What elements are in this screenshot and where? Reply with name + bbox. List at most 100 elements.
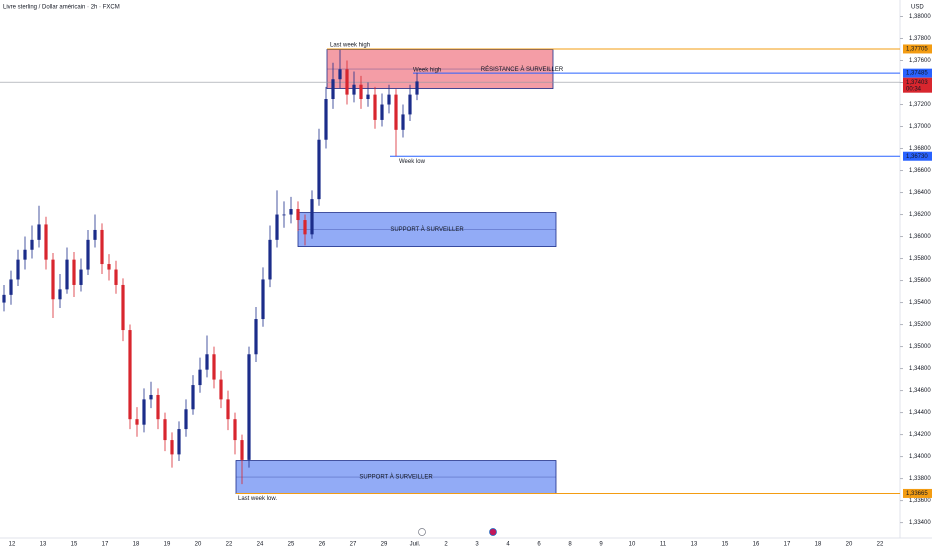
x-tick-label: 16	[753, 542, 760, 548]
y-tick-label: 1,36800	[909, 146, 931, 152]
x-tick-label: 20	[846, 542, 853, 548]
level-price-box	[903, 44, 932, 54]
candle-body	[177, 429, 181, 455]
candle-body	[401, 114, 405, 130]
candle-body	[226, 399, 230, 420]
x-tick-label: 2	[444, 542, 448, 548]
level-name: Week high	[413, 68, 441, 74]
candle-body	[261, 279, 265, 320]
y-tick-label: 1,34000	[909, 454, 931, 460]
candle-body	[275, 214, 279, 240]
zone-label: SUPPORT À SURVEILLER	[359, 474, 433, 481]
x-tick-label: 25	[288, 542, 295, 548]
candle-body	[86, 239, 90, 270]
chart-title: Livre sterling / Dollar américain · 2h ·…	[3, 5, 120, 11]
x-tick-label: 13	[691, 542, 698, 548]
x-tick-label: 22	[226, 542, 233, 548]
candle-body	[51, 259, 55, 300]
x-tick-label: 17	[102, 542, 109, 548]
y-tick-label: 1,36000	[909, 234, 931, 240]
candle-body	[296, 209, 300, 221]
candle-body	[282, 214, 286, 216]
candle-body	[16, 259, 20, 280]
y-tick-label: 1,35200	[909, 322, 931, 328]
candle-body	[240, 440, 244, 460]
candle-body	[107, 264, 111, 270]
y-tick-label: 1,35000	[909, 344, 931, 350]
candle-body	[163, 419, 167, 441]
y-tick-label: 1,33800	[909, 476, 931, 482]
candle-body	[338, 69, 342, 80]
x-tick-label: 27	[350, 542, 357, 548]
x-tick-label: 15	[722, 542, 729, 548]
x-tick-label: 22	[877, 542, 884, 548]
candle-body	[268, 239, 272, 280]
candle-body	[303, 220, 307, 235]
level-price: 1,33665	[906, 491, 928, 497]
candle-body	[58, 289, 62, 300]
level-price: 1,36730	[906, 154, 928, 160]
candle-body	[331, 79, 335, 100]
y-tick-label: 1,37000	[909, 124, 931, 130]
x-tick-label: 10	[629, 542, 636, 548]
candle-body	[30, 239, 34, 250]
x-tick-label: 19	[164, 542, 171, 548]
event-icon[interactable]	[418, 528, 426, 536]
level-name: Week low	[399, 159, 426, 165]
candle-body	[219, 379, 223, 400]
candle-body	[198, 369, 202, 386]
x-tick-label: 24	[257, 542, 264, 548]
candle-body	[205, 354, 209, 370]
candle-body	[93, 229, 97, 240]
level-name: Last week low.	[238, 496, 277, 502]
candle-body	[37, 224, 41, 240]
candle-body	[415, 81, 419, 95]
y-tick-label: 1,36400	[909, 190, 931, 196]
candle-body	[366, 94, 370, 100]
y-tick-label: 1,37600	[909, 58, 931, 64]
x-tick-label: 6	[537, 542, 541, 548]
y-tick-label: 1,34800	[909, 366, 931, 372]
y-tick-label: 1,37200	[909, 102, 931, 108]
y-tick-label: 1,34600	[909, 388, 931, 394]
candle-body	[170, 440, 174, 455]
candle-body	[408, 94, 412, 115]
candle-body	[149, 394, 153, 400]
candle-body	[44, 224, 48, 260]
y-tick-label: 1,36600	[909, 168, 931, 174]
candle-body	[2, 294, 6, 303]
y-tick-label: 1,36200	[909, 212, 931, 218]
y-tick-label: 1,34400	[909, 410, 931, 416]
x-tick-label: 15	[71, 542, 78, 548]
candle-body	[184, 409, 188, 430]
event-icon[interactable]	[489, 528, 497, 536]
level-price: 1,37485	[906, 71, 928, 77]
candle-body	[191, 385, 195, 410]
candle-body	[310, 199, 314, 235]
candle-body	[9, 279, 13, 295]
y-tick-label: 1,33400	[909, 520, 931, 526]
x-tick-label: 26	[319, 542, 326, 548]
candle-body	[212, 354, 216, 380]
y-tick-label: 1,37800	[909, 36, 931, 42]
candle-body	[289, 209, 293, 215]
countdown: 00:34	[906, 86, 922, 92]
currency: USD	[911, 5, 924, 11]
x-tick-label: 8	[568, 542, 572, 548]
x-tick-label: 3	[475, 542, 479, 548]
zone-label: SUPPORT À SURVEILLER	[390, 226, 464, 233]
candle-body	[142, 399, 146, 425]
current-price: 1,37403	[906, 80, 928, 86]
y-tick-label: 1,35600	[909, 278, 931, 284]
x-tick-label: 20	[195, 542, 202, 548]
x-tick-label: 4	[506, 542, 510, 548]
candle-body	[65, 259, 69, 290]
x-tick-label: 29	[381, 542, 388, 548]
candle-body	[345, 69, 349, 95]
candle-body	[233, 419, 237, 441]
candle-body	[156, 394, 160, 420]
candle-body	[72, 259, 76, 285]
candle-body	[387, 94, 391, 105]
